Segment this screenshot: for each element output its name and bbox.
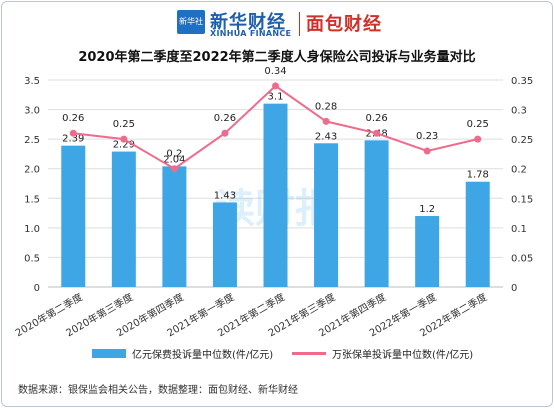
bar <box>111 151 136 287</box>
bar <box>212 202 237 287</box>
y-right-tick-label: 0.1 <box>511 224 527 235</box>
legend-item-line: 万张保单投诉量中位数(件/亿元) <box>292 345 473 361</box>
bar-data-label: 2.39 <box>62 134 84 145</box>
line-data-label: 0.26 <box>214 113 236 124</box>
y-left-tick-label: 0.5 <box>24 253 40 264</box>
y-right-tick-label: 0.05 <box>511 253 533 264</box>
chart-title: 2020年第二季度至2022年第二季度人身保险公司投诉与业务量对比 <box>78 50 476 65</box>
bar-data-label: 2.43 <box>315 131 337 142</box>
y-right-tick-label: 0.35 <box>511 76 533 87</box>
bar <box>162 166 187 287</box>
source-note: 数据来源：银保监会相关公告，数据整理：面包财经、新华财经 <box>18 385 298 396</box>
y-right-tick-label: 0.3 <box>511 106 527 117</box>
bar <box>263 103 288 288</box>
line-data-label: 0.25 <box>113 119 135 130</box>
line-point <box>474 135 482 143</box>
line-data-label: 0.23 <box>416 131 438 142</box>
legend-line-swatch <box>292 351 326 355</box>
line-data-label: 0.28 <box>315 101 337 112</box>
y-left-tick-label: 1.5 <box>24 194 40 205</box>
line-data-label: 0.26 <box>62 113 84 124</box>
bar <box>314 143 339 287</box>
bar-data-label: 1.2 <box>419 204 435 215</box>
bar-data-label: 1.78 <box>467 170 489 181</box>
y-left-tick-label: 3.5 <box>24 76 40 87</box>
line-data-label: 0.34 <box>264 66 286 77</box>
line-data-label: 0.25 <box>467 119 489 130</box>
line-point <box>170 165 178 173</box>
line-point <box>120 135 128 143</box>
y-right-tick-label: 0 <box>511 283 517 294</box>
legend-bar-swatch <box>92 348 126 358</box>
bar <box>415 216 440 287</box>
bar-data-label: 2.04 <box>163 154 185 165</box>
mianbao-finance-logo: 面包财经 <box>306 14 382 35</box>
legend-line-label: 万张保单投诉量中位数(件/亿元) <box>332 349 474 361</box>
bar-data-label: 1.43 <box>214 190 236 201</box>
line-point <box>373 129 381 137</box>
legend-bar-label: 亿元保费投诉量中位数(件/亿元) <box>132 349 274 361</box>
bar <box>465 181 490 287</box>
line-point <box>423 147 431 155</box>
line-data-label: 0.26 <box>365 113 387 124</box>
xinhua-finance-logo: 新华财经 <box>210 12 286 33</box>
y-left-tick-label: 0 <box>34 283 40 294</box>
line-point <box>272 82 279 90</box>
y-left-tick-label: 2.0 <box>24 165 40 176</box>
brand-header: 新华社 新华财经 XINHUA FINANCE 面包财经 <box>0 4 554 42</box>
bar-data-label: 2.29 <box>113 140 135 151</box>
line-series: 0.26 0.25 0.2 0.26 0.34 0.28 0.26 0.23 0.25 <box>62 66 489 173</box>
bar-series: 2.392.292.041.433.12.432.481.21.78 <box>61 92 490 288</box>
line-data-label: 0.2 <box>166 149 182 160</box>
line-point <box>322 117 330 125</box>
y-right-tick-label: 0.25 <box>511 135 533 146</box>
bar <box>364 140 389 287</box>
xinhua-logo-icon: 新华社 <box>177 10 205 34</box>
bar-data-label: 3.1 <box>268 92 284 103</box>
legend-item-bar: 亿元保费投诉量中位数(件/亿元) <box>92 345 273 361</box>
y-left-tick-label: 3.0 <box>24 106 40 117</box>
xinhua-finance-english: XINHUA FINANCE <box>210 29 292 38</box>
y-right-tick-label: 0.2 <box>511 165 527 176</box>
y-left-tick-label: 2.5 <box>24 135 40 146</box>
y-left-tick-label: 1.0 <box>24 224 40 235</box>
line-point <box>69 129 77 137</box>
line-point <box>221 129 229 137</box>
bar <box>61 145 86 287</box>
y-right-tick-label: 0.15 <box>511 194 533 205</box>
brand-divider <box>299 12 300 36</box>
